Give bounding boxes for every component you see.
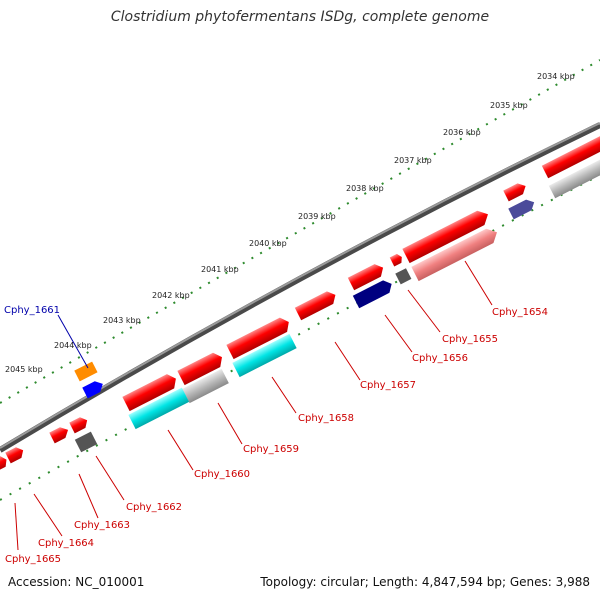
kbp-label: 2036 kbp — [443, 128, 481, 137]
gene-label[interactable]: Cphy_1657 — [360, 380, 416, 391]
gene-feature[interactable] — [0, 454, 9, 472]
kbp-label: 2045 kbp — [5, 365, 43, 374]
gene-label[interactable]: Cphy_1662 — [126, 502, 182, 513]
inner-tick-ring — [0, 174, 600, 501]
gene-feature[interactable] — [347, 261, 386, 291]
gene-feature[interactable] — [402, 207, 491, 264]
gene-feature[interactable] — [352, 278, 395, 309]
gene-feature[interactable] — [74, 431, 98, 453]
gene-feature[interactable] — [128, 387, 190, 430]
gene-feature[interactable] — [389, 253, 404, 267]
kbp-label: 2039 kbp — [298, 212, 336, 221]
topology-text: Topology: circular; Length: 4,847,594 bp… — [260, 575, 590, 589]
gene-feature[interactable] — [5, 445, 26, 464]
backbone — [0, 122, 600, 453]
gene-label[interactable]: Cphy_1664 — [38, 538, 94, 549]
gene-label[interactable]: Cphy_1655 — [442, 334, 498, 345]
kbp-label: 2035 kbp — [490, 101, 528, 110]
gene-feature[interactable] — [541, 133, 600, 179]
gene-feature[interactable] — [74, 361, 98, 382]
kbp-label: 2043 kbp — [103, 316, 141, 325]
kbp-label: 2037 kbp — [394, 156, 432, 165]
gene-feature[interactable] — [395, 268, 412, 285]
gene-label[interactable]: Cphy_1660 — [194, 469, 250, 480]
accession-text: Accession: NC_010001 — [8, 575, 145, 589]
gene-feature[interactable] — [49, 424, 70, 444]
gene-features — [0, 133, 600, 472]
gene-feature[interactable] — [182, 368, 229, 404]
gene-label[interactable]: Cphy_1659 — [243, 444, 299, 455]
gene-feature[interactable] — [69, 415, 90, 434]
gene-feature[interactable] — [411, 225, 500, 282]
gene-label[interactable]: Cphy_1661 — [4, 305, 60, 316]
gene-feature[interactable] — [503, 181, 528, 202]
gene-feature[interactable] — [177, 350, 225, 386]
kbp-label: 2042 kbp — [152, 291, 190, 300]
gene-feature[interactable] — [226, 315, 292, 360]
outer-tick-ring — [0, 59, 600, 404]
gene-feature[interactable] — [548, 158, 600, 199]
map-title: Clostridium phytofermentans ISDg, comple… — [110, 9, 490, 25]
gene-feature[interactable] — [294, 289, 339, 321]
gene-feature[interactable] — [232, 333, 297, 378]
gene-feature[interactable] — [122, 371, 179, 412]
kbp-label: 2034 kbp — [537, 72, 575, 81]
kbp-label: 2044 kbp — [54, 341, 92, 350]
gene-feature[interactable] — [82, 379, 105, 399]
kbp-label: 2041 kbp — [201, 265, 239, 274]
kbp-label: 2038 kbp — [346, 184, 384, 193]
leader-lines — [14, 260, 493, 551]
gene-feature[interactable] — [508, 197, 537, 220]
gene-label[interactable]: Cphy_1656 — [412, 353, 468, 364]
gene-label[interactable]: Cphy_1663 — [74, 520, 130, 531]
gene-label[interactable]: Cphy_1658 — [298, 413, 354, 424]
gene-label[interactable]: Cphy_1654 — [492, 307, 548, 318]
gene-label[interactable]: Cphy_1665 — [5, 554, 61, 565]
kbp-label: 2040 kbp — [249, 239, 287, 248]
